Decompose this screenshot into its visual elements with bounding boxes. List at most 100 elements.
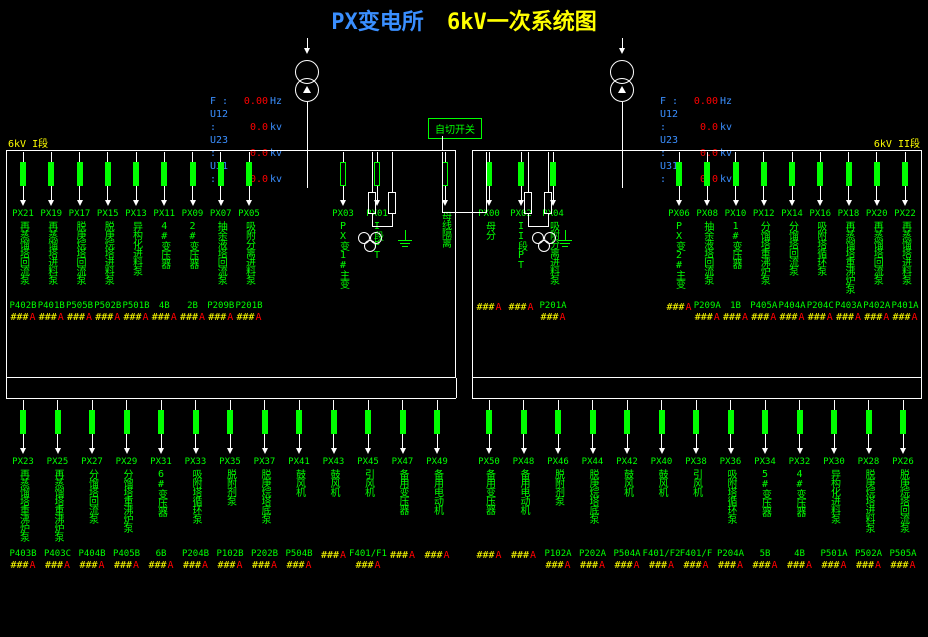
breaker[interactable]	[486, 410, 492, 434]
feeder-PX13[interactable]: PX13异构化进料泵P501B###A	[123, 152, 149, 323]
breaker[interactable]	[20, 162, 26, 186]
breaker[interactable]	[817, 162, 823, 186]
breaker[interactable]	[789, 162, 795, 186]
breaker[interactable]	[831, 410, 837, 434]
feeder-PX22[interactable]: PX22再蒸馏塔进料泵P401A###A	[892, 152, 918, 323]
breaker[interactable]	[374, 162, 380, 186]
feeder-PX35[interactable]: PX35脱附剂泵P102B###A	[217, 400, 243, 571]
breaker[interactable]	[762, 410, 768, 434]
breaker[interactable]	[331, 410, 337, 434]
feeder-PX27[interactable]: PX27分馏塔回流泵P404B###A	[79, 400, 105, 571]
breaker[interactable]	[161, 162, 167, 186]
feeder-PX29[interactable]: PX29分馏塔重沸炉泵P405B###A	[114, 400, 140, 571]
feeder-PX50[interactable]: PX50备用变压器###A	[476, 400, 502, 571]
breaker[interactable]	[158, 410, 164, 434]
feeder-PX00[interactable]: PX00母分###A	[476, 152, 502, 323]
breaker[interactable]	[133, 162, 139, 186]
breaker[interactable]	[900, 410, 906, 434]
feeder-PX14[interactable]: PX14分馏塔回流泵P404A###A	[779, 152, 805, 323]
feeder-PX31[interactable]: PX316#变压器6B###A	[148, 400, 174, 571]
feeder-PX44[interactable]: PX44脱庚烷塔底泵P202A###A	[580, 400, 606, 571]
feeder-PX20[interactable]: PX20再蒸馏塔回流泵P402A###A	[864, 152, 890, 323]
breaker[interactable]	[193, 410, 199, 434]
breaker[interactable]	[434, 410, 440, 434]
auto-switch-box[interactable]: 自切开关	[428, 118, 482, 139]
feeder-PX05[interactable]: PX05吸附分离进料泵P201B###A	[236, 152, 262, 323]
feeder-PX49[interactable]: PX49备用电动机###A	[424, 400, 450, 571]
breaker[interactable]	[218, 162, 224, 186]
feeder-eq: 4B	[794, 549, 805, 559]
feeder-PX08[interactable]: PX08抽余液塔回流泵P209A###A	[694, 152, 720, 323]
breaker[interactable]	[55, 410, 61, 434]
breaker[interactable]	[555, 410, 561, 434]
breaker[interactable]	[262, 410, 268, 434]
breaker[interactable]	[693, 410, 699, 434]
breaker[interactable]	[590, 410, 596, 434]
breaker[interactable]	[105, 162, 111, 186]
breaker[interactable]	[659, 410, 665, 434]
breaker[interactable]	[296, 410, 302, 434]
feeder-PX34[interactable]: PX345#变压器5B###A	[752, 400, 778, 571]
breaker[interactable]	[624, 410, 630, 434]
feeder-PX25[interactable]: PX25再蒸馏塔重沸炉泵P403C###A	[45, 400, 71, 571]
feeder-PX18[interactable]: PX18再蒸馏塔重沸炉泵P403A###A	[836, 152, 862, 323]
breaker[interactable]	[77, 162, 83, 186]
feeder-PX26[interactable]: PX26脱庚烷塔回流泵P505A###A	[890, 400, 916, 571]
breaker[interactable]	[761, 162, 767, 186]
breaker[interactable]	[400, 410, 406, 434]
feeder-PX36[interactable]: PX36吸附塔循环泵P204A###A	[718, 400, 744, 571]
feeder-PX03[interactable]: PX03PX变1#主变	[330, 152, 356, 301]
feeder-id: PX50	[478, 457, 500, 467]
breaker[interactable]	[846, 162, 852, 186]
feeder-PX23[interactable]: PX23再蒸馏塔重沸炉泵P403B###A	[10, 400, 36, 571]
feeder-PX46[interactable]: PX46脱附剂泵P102A###A	[545, 400, 571, 571]
breaker[interactable]	[550, 162, 556, 186]
feeder-PX47[interactable]: PX47备用变压器###A	[390, 400, 416, 571]
feeder-PX42[interactable]: PX42鼓风机P504A###A	[614, 400, 640, 571]
breaker[interactable]	[340, 162, 346, 186]
breaker[interactable]	[365, 410, 371, 434]
feeder-PX30[interactable]: PX30异构化进料泵P501A###A	[821, 400, 847, 571]
breaker[interactable]	[48, 162, 54, 186]
feeder-PX33[interactable]: PX33吸附塔循环泵P204B###A	[183, 400, 209, 571]
breaker[interactable]	[874, 162, 880, 186]
breaker[interactable]	[246, 162, 252, 186]
feeder-PX17[interactable]: PX17脱庚烷塔回流泵P505B###A	[67, 152, 93, 323]
feeder-PX32[interactable]: PX324#变压器4B###A	[787, 400, 813, 571]
feeder-PX21[interactable]: PX21再蒸馏塔回流泵P402B###A	[10, 152, 36, 323]
breaker[interactable]	[866, 410, 872, 434]
feeder-PX48[interactable]: PX48备用电动机###A	[511, 400, 537, 571]
breaker[interactable]	[704, 162, 710, 186]
breaker[interactable]	[89, 410, 95, 434]
feeder-PX09[interactable]: PX092#变压器2B###A	[180, 152, 206, 323]
breaker[interactable]	[902, 162, 908, 186]
breaker[interactable]	[518, 162, 524, 186]
feeder-PX06[interactable]: PX06PX变2#主变###A	[666, 152, 692, 323]
feeder-PX15[interactable]: PX15脱庚烷塔进料泵P502B###A	[95, 152, 121, 323]
feeder-PX16[interactable]: PX16吸附塔循环泵P204C###A	[807, 152, 833, 323]
breaker[interactable]	[124, 410, 130, 434]
breaker[interactable]	[797, 410, 803, 434]
breaker[interactable]	[20, 410, 26, 434]
feeder-PX40[interactable]: PX40鼓风机F401/F2###A	[649, 400, 675, 571]
breaker[interactable]	[227, 410, 233, 434]
breaker[interactable]	[521, 410, 527, 434]
feeder-PX43[interactable]: PX43鼓风机###A	[321, 400, 347, 571]
feeder-PX28[interactable]: PX28脱庚烷塔进料泵P502A###A	[856, 400, 882, 571]
breaker[interactable]	[733, 162, 739, 186]
feeder-PX41[interactable]: PX41鼓风机P504B###A	[286, 400, 312, 571]
feeder-PX10[interactable]: PX101#变压器1B###A	[723, 152, 749, 323]
feeder-PX19[interactable]: PX19再蒸馏塔进料泵P401B###A	[38, 152, 64, 323]
feeder-PX11[interactable]: PX114#变压器4B###A	[151, 152, 177, 323]
breaker[interactable]	[728, 410, 734, 434]
feeder-PX38[interactable]: PX38引风机F401/F###A	[683, 400, 709, 571]
breaker[interactable]	[190, 162, 196, 186]
feeder-PX37[interactable]: PX37脱庚烷塔底泵P202B###A	[252, 400, 278, 571]
feeder-unnamed[interactable]: 母线隔离	[432, 152, 458, 291]
breaker[interactable]	[676, 162, 682, 186]
feeder-status: ###A	[39, 312, 64, 323]
feeder-PX07[interactable]: PX07抽余液塔回流泵P209B###A	[208, 152, 234, 323]
feeder-PX12[interactable]: PX12分馏塔重沸炉泵P405A###A	[751, 152, 777, 323]
feeder-PX02[interactable]: PX02II段PT###A	[508, 152, 534, 323]
feeder-PX45[interactable]: PX45引风机F401/F1###A	[355, 400, 381, 571]
